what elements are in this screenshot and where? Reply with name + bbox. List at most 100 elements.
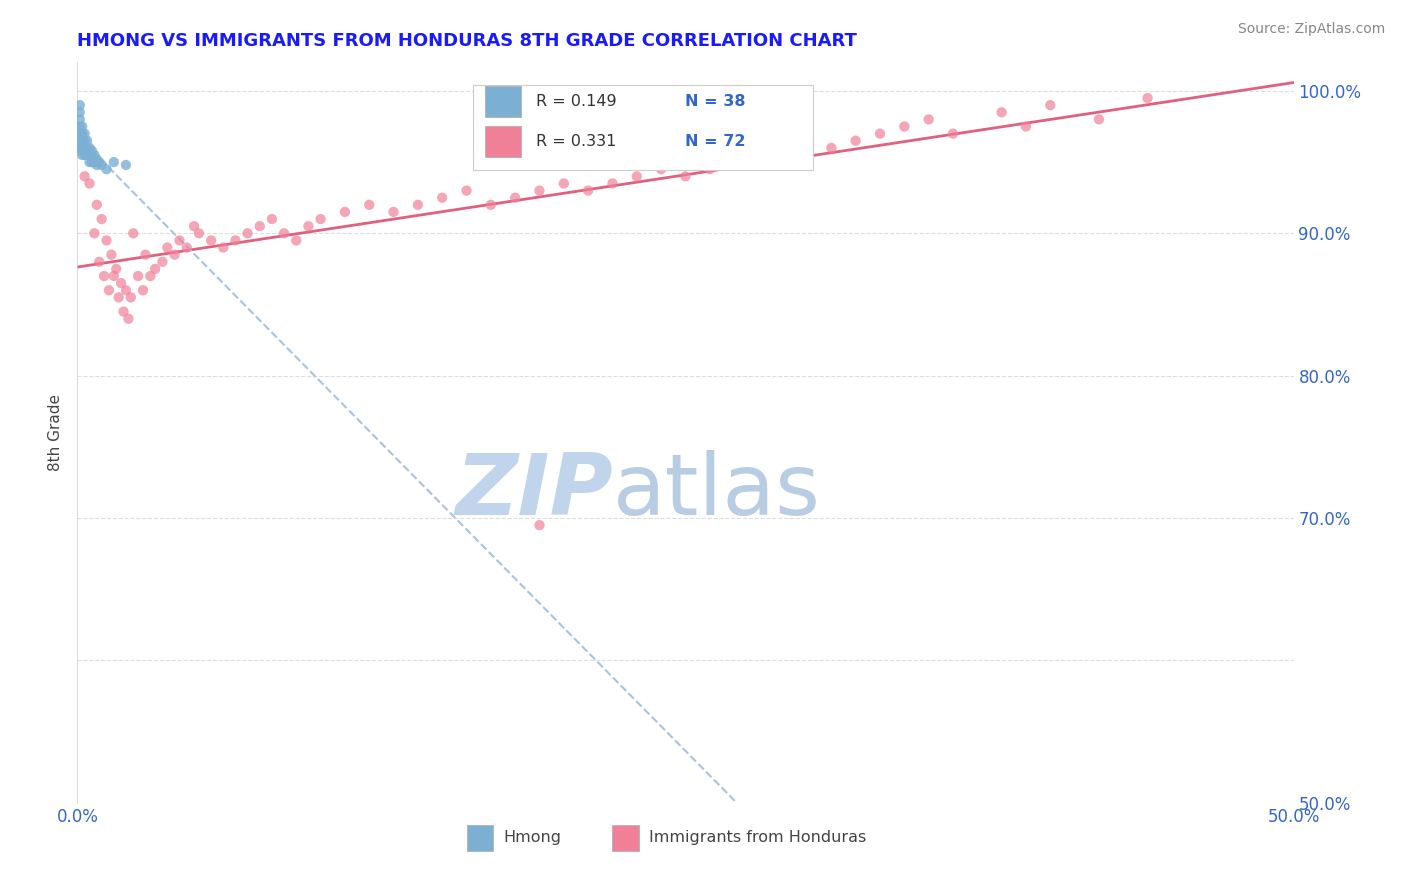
- Point: [188, 227, 211, 241]
- Point: [103, 155, 125, 169]
- Point: [79, 155, 101, 169]
- Point: [479, 198, 502, 212]
- Point: [260, 212, 283, 227]
- Text: ZIP: ZIP: [454, 450, 613, 533]
- Point: [273, 227, 295, 241]
- Point: [90, 158, 112, 172]
- Point: [169, 234, 191, 248]
- Point: [212, 241, 235, 255]
- Point: [69, 134, 91, 148]
- Text: Hmong: Hmong: [503, 830, 561, 846]
- Point: [73, 127, 96, 141]
- Point: [70, 141, 93, 155]
- Point: [83, 227, 105, 241]
- Text: R = 0.149: R = 0.149: [536, 94, 616, 109]
- Point: [626, 169, 648, 184]
- Point: [83, 148, 105, 162]
- Point: [96, 162, 118, 177]
- Text: Immigrants from Honduras: Immigrants from Honduras: [650, 830, 866, 846]
- Point: [70, 120, 93, 134]
- Point: [70, 127, 93, 141]
- Point: [869, 127, 891, 141]
- Text: N = 38: N = 38: [686, 94, 747, 109]
- Point: [699, 162, 721, 177]
- Point: [97, 283, 120, 297]
- Point: [100, 247, 122, 261]
- Point: [1088, 112, 1111, 127]
- Point: [112, 304, 135, 318]
- Point: [69, 105, 91, 120]
- Point: [529, 518, 551, 533]
- Point: [122, 227, 145, 241]
- Point: [80, 148, 103, 162]
- Point: [529, 184, 551, 198]
- Point: [309, 212, 332, 227]
- Point: [70, 148, 93, 162]
- Point: [115, 283, 138, 297]
- Point: [156, 241, 179, 255]
- Point: [430, 191, 453, 205]
- Text: Source: ZipAtlas.com: Source: ZipAtlas.com: [1237, 22, 1385, 37]
- Bar: [485, 126, 522, 157]
- Point: [79, 148, 101, 162]
- Point: [86, 153, 108, 167]
- Point: [747, 148, 769, 162]
- Point: [76, 148, 98, 162]
- Point: [236, 227, 259, 241]
- Point: [285, 234, 308, 248]
- Bar: [613, 825, 640, 851]
- Point: [602, 177, 624, 191]
- Point: [73, 148, 96, 162]
- Point: [820, 141, 842, 155]
- Point: [576, 184, 599, 198]
- Point: [333, 205, 356, 219]
- Point: [406, 198, 429, 212]
- Bar: [485, 86, 522, 117]
- Point: [120, 290, 142, 304]
- Point: [918, 112, 941, 127]
- Point: [69, 141, 91, 155]
- Point: [105, 261, 128, 276]
- Point: [456, 184, 478, 198]
- Point: [132, 283, 155, 297]
- Point: [176, 241, 198, 255]
- Point: [73, 169, 96, 184]
- Point: [650, 162, 672, 177]
- Point: [127, 268, 149, 283]
- Point: [107, 290, 129, 304]
- Point: [143, 261, 166, 276]
- Point: [1039, 98, 1062, 112]
- Text: N = 72: N = 72: [686, 134, 747, 149]
- Point: [152, 254, 174, 268]
- Point: [942, 127, 965, 141]
- Text: R = 0.331: R = 0.331: [536, 134, 616, 149]
- Point: [893, 120, 915, 134]
- Point: [76, 141, 98, 155]
- Point: [79, 144, 101, 158]
- Point: [382, 205, 405, 219]
- Point: [1015, 120, 1038, 134]
- Point: [990, 105, 1012, 120]
- Text: atlas: atlas: [613, 450, 821, 533]
- Point: [200, 234, 222, 248]
- Point: [76, 144, 98, 158]
- Bar: [467, 825, 494, 851]
- Point: [115, 158, 138, 172]
- Point: [73, 144, 96, 158]
- Point: [80, 144, 103, 158]
- Point: [103, 268, 125, 283]
- Point: [73, 134, 96, 148]
- Point: [69, 127, 91, 141]
- Point: [80, 155, 103, 169]
- Point: [845, 134, 868, 148]
- Point: [69, 112, 91, 127]
- Y-axis label: 8th Grade: 8th Grade: [48, 394, 63, 471]
- Point: [110, 276, 132, 290]
- Point: [796, 134, 818, 148]
- Point: [69, 120, 91, 134]
- Point: [139, 268, 162, 283]
- Point: [86, 158, 108, 172]
- Point: [89, 155, 111, 169]
- Point: [723, 155, 745, 169]
- Point: [134, 247, 156, 261]
